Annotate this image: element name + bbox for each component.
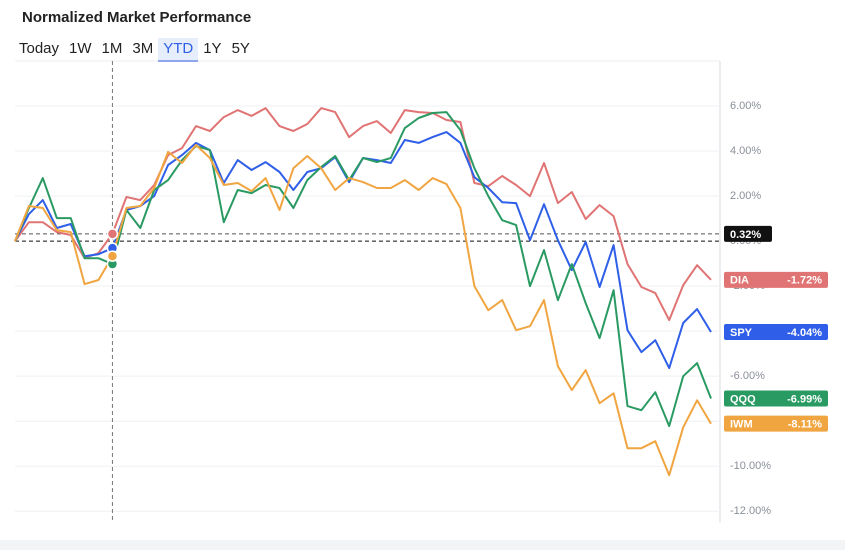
badge-bg: [724, 271, 828, 288]
y-tick-label: -12.00%: [730, 505, 771, 517]
badge-value: -1.72%: [787, 275, 822, 287]
series-badge: QQQ -6.99%: [724, 390, 828, 407]
range-tab[interactable]: 1M: [101, 40, 123, 57]
cursor-marker: [106, 250, 119, 262]
y-tick-label: 4.00%: [730, 145, 761, 157]
y-tick-label: -6.00%: [730, 370, 765, 382]
legend-label: SPY: [730, 327, 753, 339]
range-tab[interactable]: 3M: [132, 40, 154, 57]
chart-title: Normalized Market Performance: [22, 9, 252, 26]
range-tab[interactable]: Today: [19, 40, 60, 57]
cursor-badge-bg: [724, 225, 772, 242]
series-line: [14, 131, 712, 370]
legend-label: QQQ: [730, 393, 756, 405]
series-badge: IWM -8.11%: [724, 415, 828, 432]
y-tick-label: 2.00%: [730, 190, 761, 202]
range-tab[interactable]: 1W: [69, 40, 92, 57]
range-tab[interactable]: 1Y: [203, 40, 222, 57]
series-line: [14, 111, 712, 428]
legend-label: IWM: [730, 419, 753, 431]
y-tick-label: -10.00%: [730, 460, 771, 472]
badge-value: -4.04%: [787, 327, 822, 339]
y-tick-label: 6.00%: [730, 100, 761, 112]
cursor-label: 0.32%: [730, 229, 761, 241]
badge-bg: [724, 324, 828, 341]
series-badge: SPY -4.04%: [724, 324, 828, 341]
badge-value: -6.99%: [787, 393, 822, 405]
range-tab[interactable]: YTD: [158, 38, 199, 62]
badge-bg: [724, 415, 828, 432]
badge-bg: [724, 390, 828, 407]
legend-label: DIA: [730, 275, 749, 287]
badge-value: -8.11%: [788, 419, 822, 431]
series-line: [14, 107, 712, 322]
series-badge: DIA -1.72%: [724, 271, 828, 288]
range-tab[interactable]: 5Y: [231, 40, 250, 57]
range-tabs: Today 1W 1M 3M YTD 1Y 5Y: [14, 38, 255, 62]
series-line: [14, 144, 712, 477]
cursor-marker: [106, 228, 119, 240]
cursor-badge: 0.32%: [724, 225, 772, 242]
